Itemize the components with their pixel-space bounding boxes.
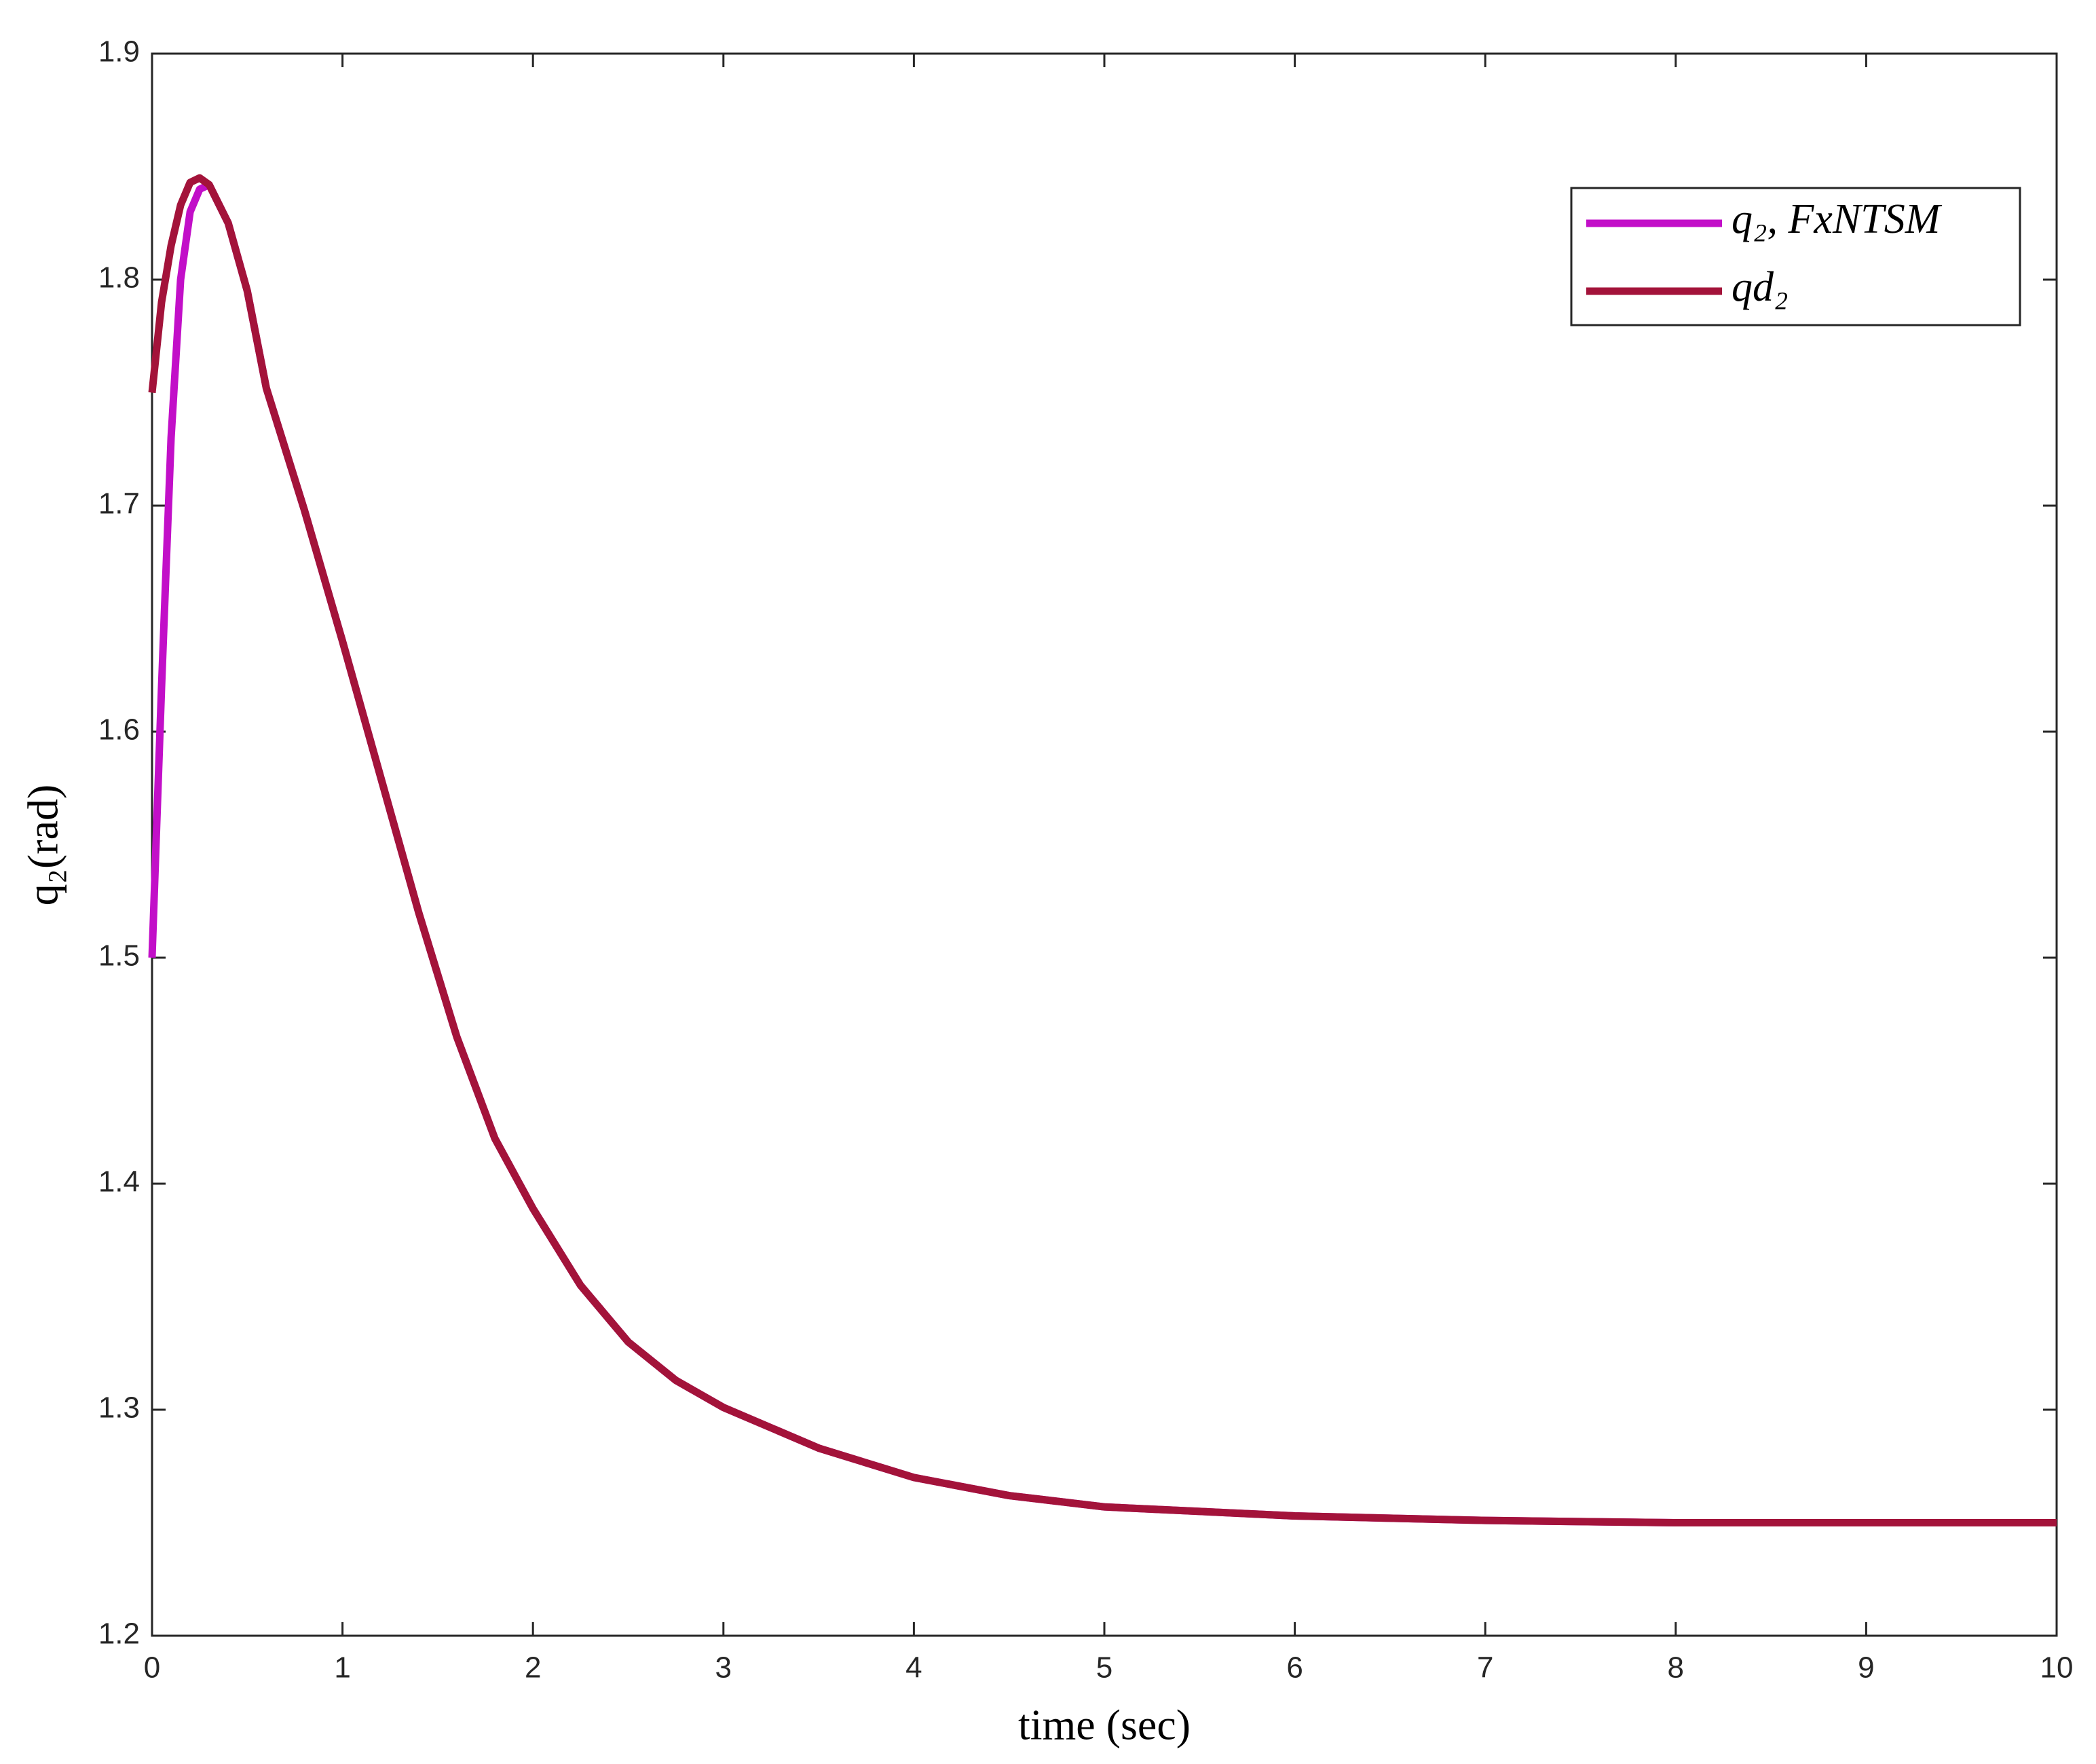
y-tick-label: 1.6: [98, 713, 140, 747]
x-tick-label: 10: [2040, 1651, 2074, 1685]
y-tick-label: 1.2: [98, 1617, 140, 1651]
y-tick-label: 1.9: [98, 35, 140, 69]
x-tick-label: 8: [1668, 1651, 1684, 1685]
x-tick-label: 4: [905, 1651, 922, 1685]
x-tick-label: 2: [525, 1651, 541, 1685]
y-tick-label: 1.7: [98, 487, 140, 521]
y-axis-label: q₂(rad): [19, 785, 67, 906]
data-line: [148, 174, 2057, 1526]
x-tick-label: 0: [144, 1651, 160, 1685]
x-tick-label: 7: [1477, 1651, 1493, 1685]
y-tick-label: 1.5: [98, 939, 140, 973]
y-tick-label: 1.3: [98, 1391, 140, 1425]
x-tick-label: 5: [1096, 1651, 1112, 1685]
legend-label: qd₂: [1732, 264, 1789, 310]
y-tick-label: 1.8: [98, 261, 140, 295]
legend-box: [1570, 187, 2021, 326]
x-axis-label: time (sec): [1018, 1701, 1191, 1749]
x-tick-label: 1: [334, 1651, 350, 1685]
x-tick-label: 9: [1858, 1651, 1874, 1685]
y-tick-label: 1.4: [98, 1165, 140, 1199]
legend-label: q₂, FxNTSM: [1732, 196, 1943, 242]
x-tick-label: 3: [715, 1651, 732, 1685]
x-tick-label: 6: [1286, 1651, 1303, 1685]
